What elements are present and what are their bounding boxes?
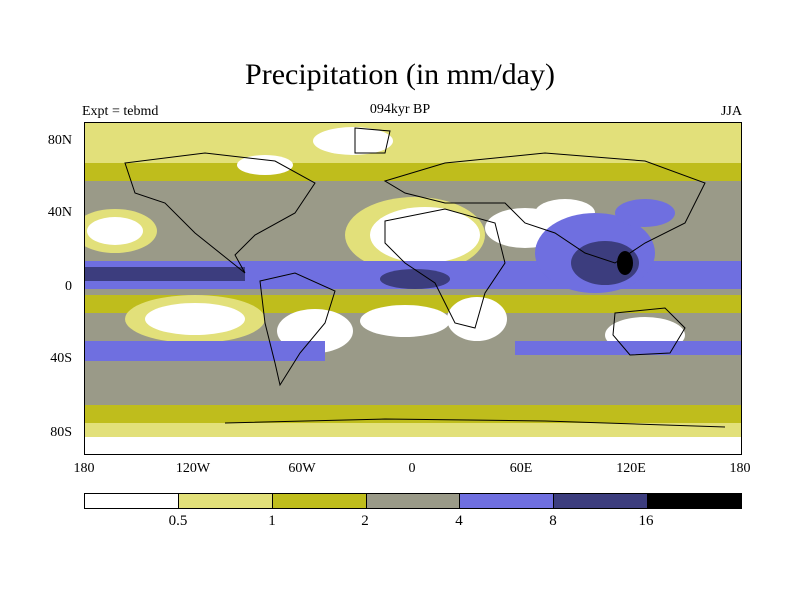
south-storm-track-east: [515, 341, 741, 355]
antarctica-outline: [224, 418, 726, 428]
season-label: JJA: [720, 104, 742, 119]
spac-dry: [145, 303, 245, 335]
north-olive-band: [85, 163, 741, 181]
precipitation-map: [84, 122, 742, 455]
itcz-pacific-heavy: [85, 267, 245, 281]
greenland-dry: [313, 127, 393, 155]
sahara-dry: [370, 207, 480, 263]
south-america-outline: [259, 272, 336, 387]
lon-tick-60e: 60E: [509, 461, 533, 476]
lat-tick-40s: 40S: [50, 351, 72, 366]
plot-title: Precipitation (in mm/day): [245, 58, 555, 91]
colorbar-segment: [178, 494, 273, 508]
colorbar-segment: [460, 494, 555, 508]
colorbar: [84, 493, 742, 509]
lon-tick-180w: 180: [73, 461, 95, 476]
eurasia-outline: [383, 152, 706, 264]
north-america-outline: [124, 152, 316, 274]
lon-tick-120e: 120E: [616, 461, 646, 476]
colorbar-label-16: 16: [638, 513, 654, 529]
npac-dry: [87, 217, 143, 245]
south-olive-band: [85, 405, 741, 427]
southern-africa-dry: [447, 297, 507, 341]
colorbar-segment: [554, 494, 649, 508]
colorbar-segment: [366, 494, 461, 508]
south-storm-track-west: [85, 341, 325, 361]
plot-subtitle: 094kyr BP: [369, 102, 431, 117]
colorbar-label-8: 8: [549, 513, 557, 529]
colorbar-label-4: 4: [455, 513, 463, 529]
africa-outline: [384, 208, 506, 329]
canada-dry: [237, 155, 293, 175]
lon-tick-180e: 180: [729, 461, 751, 476]
lat-tick-80s: 80S: [50, 425, 72, 440]
australia-outline: [612, 307, 686, 356]
satl-dry: [360, 305, 450, 337]
greenland-outline: [354, 127, 391, 154]
north-yellow-band: [85, 123, 741, 163]
colorbar-segment: [85, 494, 179, 508]
lat-tick-0: 0: [65, 279, 72, 294]
monsoon-extreme: [617, 251, 633, 275]
coastlines: [124, 127, 726, 428]
east-asia-wet: [615, 199, 675, 227]
colorbar-segment: [648, 494, 742, 508]
lon-tick-60w: 60W: [288, 461, 316, 476]
lon-tick-0: 0: [408, 461, 416, 476]
antarctic-white: [85, 437, 741, 454]
lon-tick-120w: 120W: [175, 461, 211, 476]
colorbar-label-1: 1: [268, 513, 276, 529]
lat-tick-40n: 40N: [47, 205, 72, 220]
map-svg: [85, 123, 741, 454]
experiment-label: Expt = tebmd: [82, 104, 159, 119]
colorbar-label-0-5: 0.5: [168, 513, 188, 529]
colorbar-segment: [272, 494, 367, 508]
colorbar-label-2: 2: [361, 513, 369, 529]
itcz-atlantic-heavy: [380, 269, 450, 289]
lat-tick-80n: 80N: [47, 133, 72, 148]
